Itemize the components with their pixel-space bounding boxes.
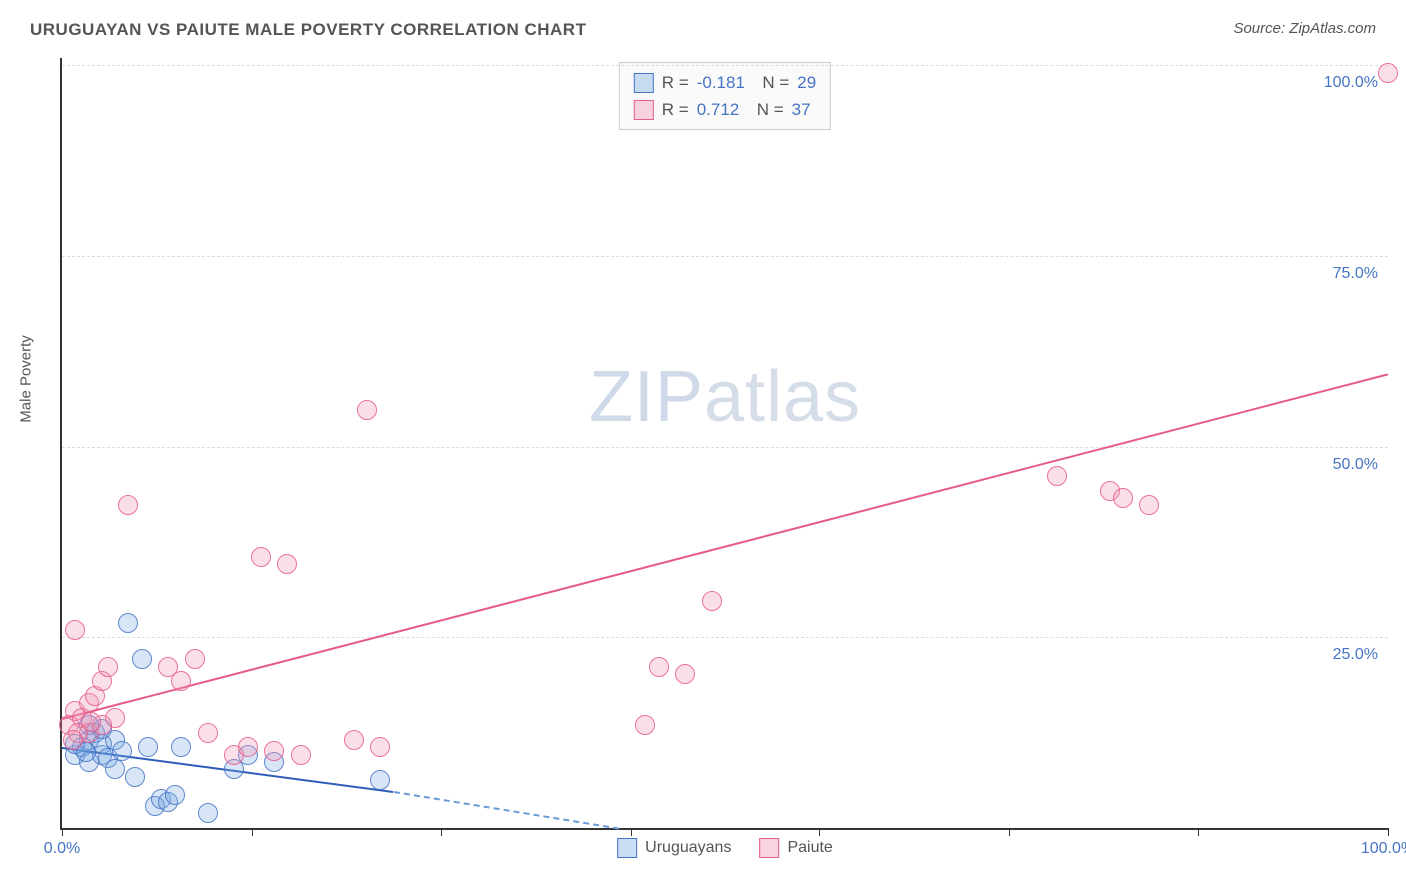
- data-point: [1047, 466, 1067, 486]
- legend-item-uruguayans: Uruguayans: [617, 838, 731, 858]
- data-point: [118, 495, 138, 515]
- data-point: [1113, 488, 1133, 508]
- data-point: [635, 715, 655, 735]
- gridline: [62, 447, 1388, 448]
- legend-r-value-uruguayans: -0.181: [697, 69, 745, 96]
- chart-title: URUGUAYAN VS PAIUTE MALE POVERTY CORRELA…: [30, 20, 586, 40]
- legend-row-paiute: R = 0.712 N = 37: [634, 96, 816, 123]
- x-tick-label: 100.0%: [1361, 840, 1406, 858]
- data-point: [132, 649, 152, 669]
- data-point: [198, 723, 218, 743]
- data-point: [112, 741, 132, 761]
- legend-item-paiute: Paiute: [759, 838, 832, 858]
- data-point: [171, 671, 191, 691]
- x-tick-label: 0.0%: [44, 840, 80, 858]
- y-tick-label: 100.0%: [1324, 74, 1378, 92]
- x-tick: [62, 828, 63, 836]
- data-point: [370, 770, 390, 790]
- y-tick-label: 25.0%: [1333, 646, 1378, 664]
- data-point: [105, 759, 125, 779]
- data-point: [370, 737, 390, 757]
- swatch-pink-icon: [759, 838, 779, 858]
- data-point: [98, 657, 118, 677]
- data-point: [702, 591, 722, 611]
- y-tick-label: 50.0%: [1333, 456, 1378, 474]
- gridline: [62, 256, 1388, 257]
- source-attribution: Source: ZipAtlas.com: [1233, 20, 1376, 40]
- data-point: [1139, 495, 1159, 515]
- data-point: [185, 649, 205, 669]
- legend-row-uruguayans: R = -0.181 N = 29: [634, 69, 816, 96]
- correlation-legend: R = -0.181 N = 29 R = 0.712 N = 37: [619, 62, 831, 130]
- x-tick: [631, 828, 632, 836]
- legend-n-label: N =: [747, 96, 783, 123]
- data-point: [1378, 63, 1398, 83]
- x-tick: [252, 828, 253, 836]
- y-tick-label: 75.0%: [1333, 265, 1378, 283]
- swatch-pink-icon: [634, 100, 654, 120]
- legend-n-label: N =: [753, 69, 789, 96]
- legend-r-value-paiute: 0.712: [697, 96, 740, 123]
- gridline: [62, 637, 1388, 638]
- data-point: [649, 657, 669, 677]
- data-point: [277, 554, 297, 574]
- legend-label-uruguayans: Uruguayans: [645, 839, 731, 857]
- data-point: [675, 664, 695, 684]
- legend-r-label: R =: [662, 69, 689, 96]
- legend-label-paiute: Paiute: [787, 839, 832, 857]
- data-point: [81, 712, 101, 732]
- gridline: [62, 65, 1388, 66]
- swatch-blue-icon: [634, 73, 654, 93]
- x-tick: [1198, 828, 1199, 836]
- data-point: [165, 785, 185, 805]
- data-point: [125, 767, 145, 787]
- chart-container: Male Poverty ZIPatlas R = -0.181 N = 29 …: [46, 58, 1386, 858]
- data-point: [357, 400, 377, 420]
- legend-r-label: R =: [662, 96, 689, 123]
- x-tick: [1388, 828, 1389, 836]
- data-point: [138, 737, 158, 757]
- data-point: [65, 620, 85, 640]
- watermark-part1: ZIP: [589, 357, 704, 437]
- legend-n-value-paiute: 37: [792, 96, 811, 123]
- x-tick: [441, 828, 442, 836]
- data-point: [251, 547, 271, 567]
- data-point: [291, 745, 311, 765]
- legend-n-value-uruguayans: 29: [797, 69, 816, 96]
- x-tick: [819, 828, 820, 836]
- swatch-blue-icon: [617, 838, 637, 858]
- data-point: [264, 741, 284, 761]
- data-point: [344, 730, 364, 750]
- watermark-part2: atlas: [704, 357, 861, 437]
- watermark: ZIPatlas: [589, 356, 861, 438]
- y-axis-label: Male Poverty: [18, 335, 35, 423]
- data-point: [238, 737, 258, 757]
- series-legend: Uruguayans Paiute: [617, 838, 833, 858]
- plot-area: ZIPatlas R = -0.181 N = 29 R = 0.712 N =…: [60, 58, 1388, 830]
- x-tick: [1009, 828, 1010, 836]
- data-point: [118, 613, 138, 633]
- data-point: [171, 737, 191, 757]
- data-point: [63, 730, 83, 750]
- trendline: [393, 791, 619, 830]
- data-point: [198, 803, 218, 823]
